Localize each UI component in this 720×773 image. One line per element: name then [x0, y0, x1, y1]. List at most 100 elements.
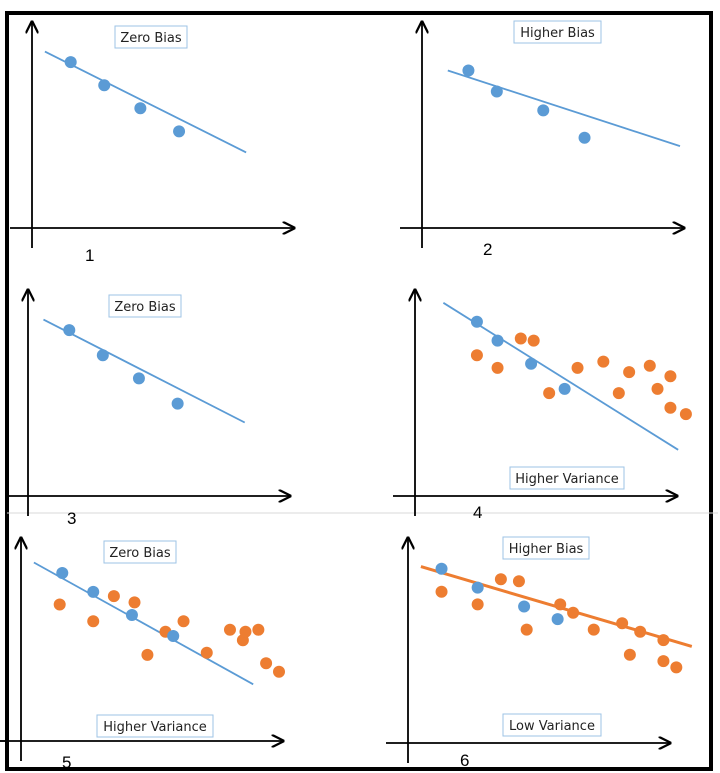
fit-line [442, 302, 679, 451]
blue-data-point [551, 613, 564, 626]
orange-data-point [543, 387, 556, 400]
blue-data-point [167, 630, 180, 642]
orange-data-point [141, 648, 154, 661]
label-box: Zero Bias [114, 25, 188, 49]
label-text: Zero Bias [114, 300, 176, 315]
orange-data-point [587, 623, 600, 636]
orange-data-point [514, 332, 527, 345]
orange-data-point [435, 585, 448, 598]
fit-line [44, 50, 247, 154]
blue-data-point [471, 581, 484, 594]
label-box: Low Variance [502, 713, 602, 737]
label-box-border [513, 20, 602, 44]
label-box: Zero Bias [108, 294, 182, 318]
panel-number: 6 [460, 751, 469, 770]
panel-number: 2 [483, 240, 492, 259]
orange-data-point [657, 655, 670, 668]
label-text: Higher Bias [520, 26, 595, 41]
label-text: Low Variance [509, 719, 595, 734]
orange-data-point [471, 598, 484, 611]
blue-data-point [87, 585, 100, 598]
orange-data-point [87, 615, 100, 628]
blue-data-point [491, 334, 504, 347]
blue-data-point [134, 102, 147, 115]
outer-frame [5, 11, 713, 771]
orange-data-point [657, 634, 670, 647]
label-box: Zero Bias [103, 540, 177, 564]
orange-data-point [634, 625, 647, 638]
label-text: Higher Variance [515, 472, 619, 487]
label-box-border [509, 466, 625, 490]
blue-data-point [125, 609, 138, 621]
orange-data-point [200, 646, 213, 659]
orange-data-point [223, 623, 236, 636]
orange-data-point [260, 657, 273, 670]
panel-number: 5 [62, 753, 71, 772]
blue-data-point [56, 567, 69, 579]
fit-line [447, 69, 681, 147]
orange-data-point [612, 387, 625, 400]
orange-data-point [571, 361, 584, 374]
blue-data-point [518, 600, 531, 613]
orange-data-point [554, 598, 567, 611]
label-box-border [103, 540, 177, 564]
orange-data-point [623, 366, 636, 379]
panel-number: 4 [473, 503, 482, 522]
orange-data-point [567, 606, 580, 619]
blue-data-point [64, 56, 77, 69]
blue-data-point [470, 315, 483, 328]
label-text: Higher Variance [103, 720, 207, 735]
panel-3: Zero Bias 3 [6, 290, 290, 528]
orange-data-point [512, 575, 525, 588]
orange-data-point [494, 573, 507, 586]
label-text: Higher Bias [509, 542, 584, 557]
panel-number: 3 [67, 509, 76, 528]
orange-data-point [53, 598, 66, 611]
label-box: Higher Variance [509, 466, 625, 490]
fit-line [43, 318, 246, 424]
blue-data-point [98, 79, 111, 92]
orange-data-point [520, 623, 533, 636]
panel-5: Zero Bias Higher Variance 5 [0, 538, 285, 772]
orange-data-point [670, 661, 683, 674]
blue-data-point [63, 324, 76, 337]
label-box-border [114, 25, 188, 49]
orange-data-point [664, 370, 677, 383]
label-box: Higher Variance [96, 714, 214, 738]
orange-data-point [527, 334, 540, 347]
panel-4: Higher Variance 4 [393, 290, 692, 522]
panel-2: Higher Bias 2 [400, 20, 684, 259]
orange-data-point [664, 401, 677, 414]
orange-data-point [679, 408, 692, 421]
panel-1: Zero Bias 1 [10, 22, 294, 265]
orange-data-point [273, 665, 285, 678]
orange-data-point [643, 359, 656, 372]
orange-data-point [177, 615, 190, 628]
orange-data-point [470, 349, 483, 362]
orange-data-point [597, 355, 610, 368]
blue-data-point [490, 85, 503, 98]
blue-data-point [525, 357, 538, 370]
orange-data-point [107, 590, 120, 603]
orange-data-point [239, 625, 252, 638]
blue-data-point [96, 349, 109, 362]
label-box-border [502, 536, 590, 560]
orange-data-point [128, 596, 141, 609]
blue-data-point [132, 372, 145, 385]
label-text: Zero Bias [120, 31, 182, 46]
label-box: Higher Bias [513, 20, 602, 44]
label-box: Higher Bias [502, 536, 590, 560]
label-text: Zero Bias [109, 546, 171, 561]
panel-number: 1 [85, 246, 94, 265]
orange-data-point [252, 623, 265, 636]
orange-data-point [623, 648, 636, 661]
blue-data-point [173, 125, 186, 138]
blue-data-point [171, 397, 184, 410]
panel-6: Higher Bias Low Variance 6 [386, 536, 693, 770]
orange-data-point [651, 382, 664, 395]
blue-data-point [578, 131, 591, 144]
label-box-border [96, 714, 214, 738]
blue-data-point [558, 382, 571, 395]
blue-data-point [537, 104, 550, 117]
